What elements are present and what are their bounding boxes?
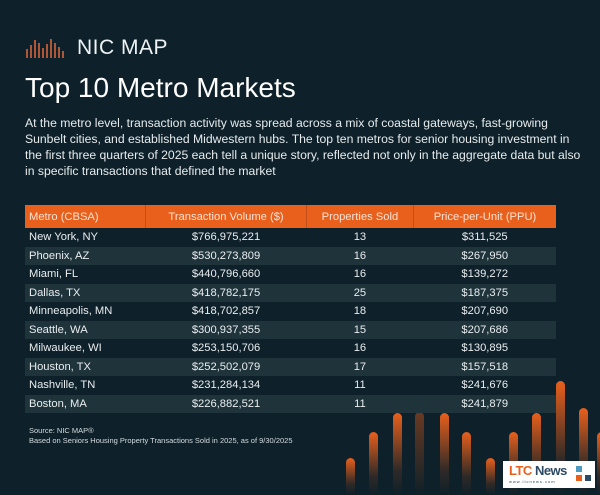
table-cell: 18 <box>306 302 414 321</box>
intro-paragraph: At the metro level, transaction activity… <box>25 116 581 178</box>
table-cell: $139,272 <box>413 265 556 284</box>
table-cell: $530,273,809 <box>145 246 307 265</box>
ltc-logo-text: LTC <box>509 463 532 478</box>
table-cell: $311,525 <box>413 228 556 247</box>
table-row: Phoenix, AZ $530,273,809 16 $267,950 <box>25 246 556 265</box>
logo-square-icon <box>576 475 582 481</box>
decorative-bar <box>462 432 471 495</box>
table-cell: Miami, FL <box>25 265 146 284</box>
brand-name: NIC MAP <box>77 36 169 59</box>
ltc-news-logo: LTC News www.ltcnews.com <box>503 461 595 488</box>
source-line: Source: NIC MAP® <box>29 426 94 435</box>
logo-square-icon <box>576 466 582 472</box>
nic-map-logo: NIC MAP <box>25 36 168 60</box>
decorative-bar <box>532 413 541 495</box>
table-header-row: Metro (CBSA) Transaction Volume ($) Proper… <box>25 205 556 228</box>
column-header: Transaction Volume ($) <box>145 205 307 228</box>
table-cell: Dallas, TX <box>25 283 146 302</box>
table-cell: 11 <box>306 376 414 395</box>
logo-square-icon <box>585 475 591 481</box>
decorative-bar <box>369 432 378 495</box>
decorative-bar <box>597 432 600 495</box>
table-cell: $300,937,355 <box>145 320 307 339</box>
table-cell: $252,502,079 <box>145 357 307 376</box>
news-logo-text: News <box>534 463 567 478</box>
table-cell: 11 <box>306 394 414 413</box>
metro-markets-table: Metro (CBSA) Transaction Volume ($) Proper… <box>25 205 556 413</box>
table-cell: 17 <box>306 357 414 376</box>
page-title: Top 10 Metro Markets <box>25 72 296 103</box>
column-header: Metro (CBSA) <box>25 205 147 228</box>
table-cell: $253,150,706 <box>145 339 307 358</box>
table-cell: $267,950 <box>413 246 556 265</box>
table-cell: 16 <box>306 246 414 265</box>
table-row: Boston, MA $226,882,521 11 $241,879 <box>25 394 556 413</box>
decorative-bar <box>579 408 588 495</box>
decorative-bar <box>440 413 449 495</box>
table-row: New York, NY $766,975,221 13 $311,525 <box>25 228 556 247</box>
table-cell: 16 <box>306 339 414 358</box>
table-cell: $130,895 <box>413 339 556 358</box>
ltc-url: www.ltcnews.com <box>509 479 556 484</box>
table-cell: 16 <box>306 265 414 284</box>
table-cell: Houston, TX <box>25 357 146 376</box>
table-cell: $418,782,175 <box>145 283 307 302</box>
table-cell: 13 <box>306 228 414 247</box>
table-cell: Boston, MA <box>25 394 146 413</box>
table-cell: $440,796,660 <box>145 265 307 284</box>
table-row: Houston, TX $252,502,079 17 $157,518 <box>25 357 556 376</box>
column-header: Properties Sold <box>306 205 414 228</box>
table-cell: $187,375 <box>413 283 556 302</box>
table-row: Nashville, TN $231,284,134 11 $241,676 <box>25 376 556 395</box>
table-cell: $226,882,521 <box>145 394 307 413</box>
decorative-bar <box>556 381 565 495</box>
table-cell: Milwaukee, WI <box>25 339 146 358</box>
table-row: Minneapolis, MN $418,702,857 18 $207,690 <box>25 302 556 321</box>
table-cell: 15 <box>306 320 414 339</box>
column-header: Price-per-Unit (PPU) <box>413 205 556 228</box>
decorative-bar <box>393 413 402 495</box>
decorative-bar <box>346 458 355 495</box>
table-cell: $231,284,134 <box>145 376 307 395</box>
table-cell: Nashville, TN <box>25 376 146 395</box>
nic-map-bars-icon <box>26 39 64 58</box>
table-cell: 25 <box>306 283 414 302</box>
source-basis-line: Based on Seniors Housing Property Transa… <box>29 436 293 445</box>
table-cell: $766,975,221 <box>145 228 307 247</box>
table-cell: New York, NY <box>25 228 146 247</box>
table-cell: $207,690 <box>413 302 556 321</box>
table-cell: $418,702,857 <box>145 302 307 321</box>
table-row: Dallas, TX $418,782,175 25 $187,375 <box>25 283 556 302</box>
decorative-bar <box>415 412 424 495</box>
table-row: Miami, FL $440,796,660 16 $139,272 <box>25 265 556 284</box>
table-cell: Seattle, WA <box>25 320 146 339</box>
table-cell: $241,676 <box>413 376 556 395</box>
source-note: Source: NIC MAP® Based on Seniors Housin… <box>29 426 293 446</box>
table-row: Milwaukee, WI $253,150,706 16 $130,895 <box>25 339 556 358</box>
table-cell: Phoenix, AZ <box>25 246 146 265</box>
table-cell: $207,686 <box>413 320 556 339</box>
decorative-bar <box>486 458 495 495</box>
table-row: Seattle, WA $300,937,355 15 $207,686 <box>25 320 556 339</box>
table-cell: Minneapolis, MN <box>25 302 146 321</box>
table-cell: $241,879 <box>413 394 556 413</box>
table-cell: $157,518 <box>413 357 556 376</box>
